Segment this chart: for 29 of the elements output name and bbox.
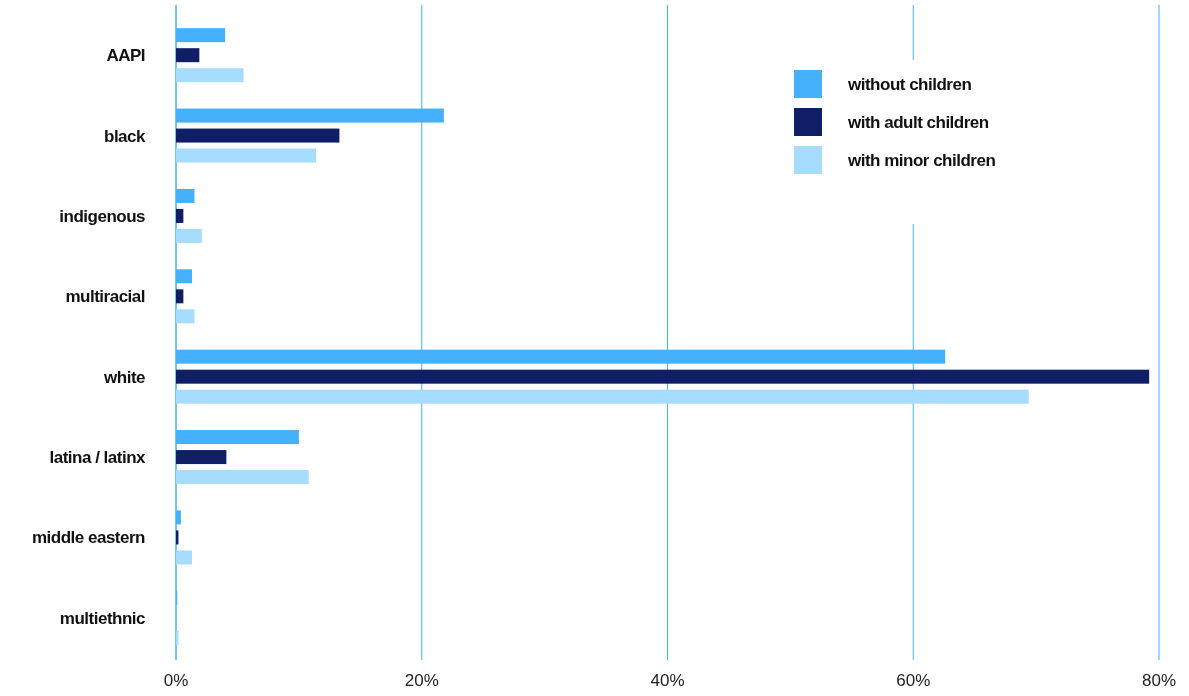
bar <box>176 389 1029 404</box>
legend-label: with adult children <box>847 113 989 132</box>
legend-label: with minor children <box>847 151 996 170</box>
bar <box>176 48 200 63</box>
y-tick-label: middle eastern <box>32 528 146 548</box>
y-tick-label: multiethnic <box>59 608 146 628</box>
bar <box>176 148 317 163</box>
x-tick-label: 40% <box>650 671 685 690</box>
y-tick-label: latina / latinx <box>49 448 147 468</box>
y-tick-label: indigenous <box>59 206 146 226</box>
y-tick-label: AAPI <box>106 46 145 66</box>
y-tick-label: black <box>104 126 147 146</box>
x-tick-label: 60% <box>896 671 931 690</box>
y-tick-label: multiracial <box>65 287 145 307</box>
bar <box>176 128 340 143</box>
bar <box>176 289 184 304</box>
x-tick-label: 80% <box>1141 671 1177 690</box>
bar <box>176 309 195 324</box>
bar <box>176 470 309 485</box>
bar <box>176 228 202 243</box>
x-tick-label: 0% <box>163 671 189 690</box>
y-tick-label: white <box>103 367 146 387</box>
bar <box>176 68 244 83</box>
legend-label: without children <box>847 75 972 94</box>
bar <box>176 450 227 465</box>
x-tick-label: 20% <box>404 671 439 690</box>
bar <box>176 369 1150 384</box>
bar <box>176 550 192 565</box>
bar <box>176 208 184 223</box>
